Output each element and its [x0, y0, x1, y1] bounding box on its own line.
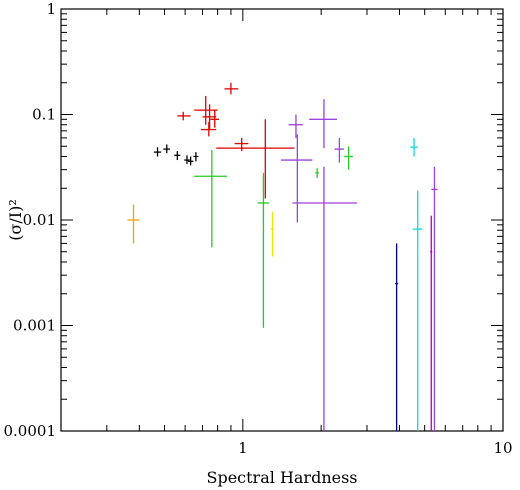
- data-point: [234, 137, 249, 152]
- data-point: [410, 137, 418, 157]
- axis-ticks: [60, 8, 504, 432]
- data-point: [412, 190, 423, 431]
- data-point: [288, 114, 303, 138]
- data-point: [216, 119, 295, 199]
- x-axis-label: Spectral Hardness: [206, 468, 357, 487]
- data-point: [334, 137, 345, 163]
- x-tick-label: 1: [238, 439, 248, 457]
- data-point: [194, 95, 218, 125]
- y-tick-label: 0.0001: [4, 422, 57, 440]
- y-axis-label: (σ/I)²: [6, 199, 25, 241]
- data-point: [163, 144, 171, 154]
- data-point: [270, 211, 275, 257]
- plot-area: 1 10 1 0.1 0.01 0.001 0.0001: [4, 0, 513, 457]
- data-point: [257, 172, 269, 328]
- data-point: [184, 155, 190, 164]
- data-point: [315, 168, 319, 179]
- data-point: [174, 151, 181, 161]
- data-point: [193, 152, 199, 162]
- data-point: [224, 82, 239, 95]
- data-point: [187, 156, 194, 166]
- data-point: [200, 121, 217, 137]
- data-point: [292, 166, 358, 431]
- data-point: [202, 104, 217, 130]
- data-point: [395, 243, 399, 431]
- data-point: [153, 147, 162, 157]
- data-point: [431, 166, 438, 431]
- data-point: [430, 215, 433, 431]
- y-tick-label: 0.01: [23, 211, 56, 229]
- axis-tick-labels: 1 10 1 0.1 0.01 0.001 0.0001: [4, 0, 513, 457]
- data-point: [127, 204, 140, 244]
- y-tick-label: 0.001: [13, 317, 56, 335]
- data-point: [344, 146, 353, 170]
- data-point: [210, 110, 220, 128]
- data-point: [309, 99, 337, 149]
- plot-frame: [60, 8, 504, 432]
- data-point: [177, 111, 191, 121]
- y-tick-label: 1: [46, 0, 56, 18]
- data-points: [127, 82, 438, 431]
- x-tick-label: 10: [493, 439, 512, 457]
- data-point: [280, 134, 313, 223]
- y-tick-label: 0.1: [32, 106, 56, 124]
- data-point: [194, 150, 228, 248]
